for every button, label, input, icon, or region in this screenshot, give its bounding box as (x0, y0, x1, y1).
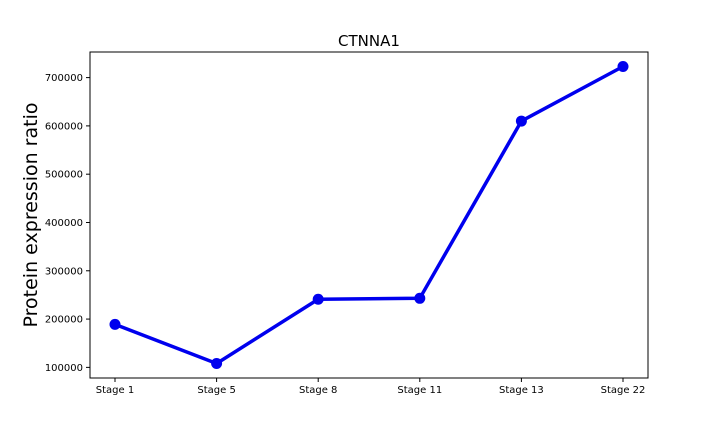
y-axis-label: Protein expression ratio (20, 103, 42, 328)
x-axis: Stage 1 Stage 5 Stage 8 Stage 11 Stage 13 Sta… (96, 378, 646, 396)
y-tick-label: 100000 (45, 363, 83, 374)
y-tick-label: 500000 (45, 170, 83, 181)
x-tick-label: Stage 13 (499, 385, 544, 396)
data-point (109, 318, 121, 330)
data-point (515, 115, 527, 127)
x-tick-label: Stage 11 (397, 385, 442, 396)
data-point (312, 293, 324, 305)
data-point (414, 292, 426, 304)
plot-area (89, 51, 649, 379)
data-point (211, 358, 223, 370)
y-tick-label: 300000 (45, 266, 83, 277)
series-line (114, 64, 624, 366)
chart-title: CTNNA1 (338, 32, 400, 50)
y-axis: 100000 200000 300000 400000 500000 600000 7000… (45, 73, 90, 374)
y-tick-label: 700000 (45, 73, 83, 84)
y-tick-label: 400000 (45, 218, 83, 229)
x-tick-label: Stage 22 (601, 385, 646, 396)
series-layer (109, 60, 629, 370)
data-point (617, 60, 629, 72)
x-tick-label: Stage 8 (299, 385, 337, 396)
x-tick-label: Stage 5 (197, 385, 235, 396)
y-tick-label: 600000 (45, 121, 83, 132)
x-tick-label: Stage 1 (96, 385, 134, 396)
y-tick-label: 200000 (45, 315, 83, 326)
